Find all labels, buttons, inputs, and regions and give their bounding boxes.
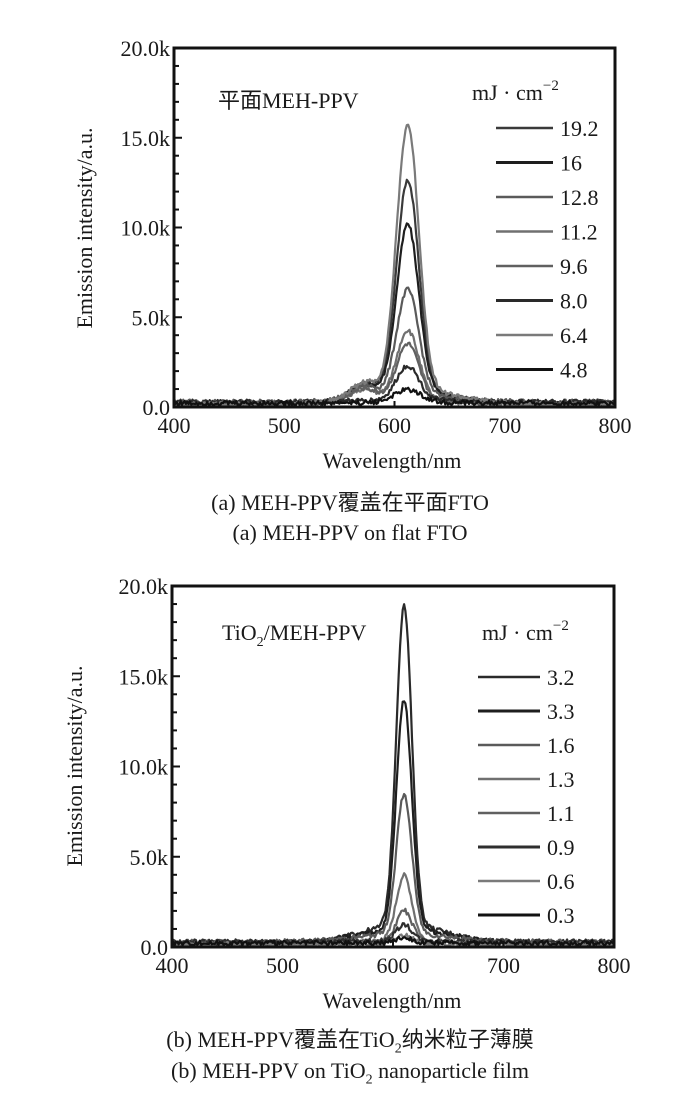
series-line-4-8 <box>174 386 615 407</box>
x-tick-label: 800 <box>598 953 631 978</box>
caption-en-b-sub: 2 <box>365 1072 373 1088</box>
x-tick-label: 600 <box>378 413 411 438</box>
y-axis-title-a: Emission intensity/a.u. <box>72 127 97 328</box>
y-tick-label: 20.0k <box>121 36 171 61</box>
y-tick-label: 5.0k <box>132 305 171 330</box>
legend-label: 11.2 <box>560 220 598 245</box>
series-line-0-3 <box>172 935 614 947</box>
x-axis-title-a: Wavelength/nm <box>323 448 462 473</box>
caption-en-b: (b) MEH-PPV on TiO2 nanoparticle film <box>0 1058 700 1088</box>
series-layer-a <box>174 123 615 407</box>
chart-a: 0.0 5.0k 10.0k 15.0k 20.0k 400 500 600 700 800 平面… <box>72 36 632 473</box>
legend-label: 9.6 <box>560 254 588 279</box>
legend-label: 3.3 <box>547 699 575 724</box>
ticks-b: 0.0 5.0k 10.0k 15.0k 20.0k 400 500 600 700 800 <box>119 574 631 978</box>
y-tick-label: 10.0k <box>119 755 169 780</box>
y-tick-label: 0.0 <box>143 395 171 420</box>
chart-b: 0.0 5.0k 10.0k 15.0k 20.0k 400 500 600 700 800 Ti… <box>62 574 631 1013</box>
caption-en-a: (a) MEH-PPV on flat FTO <box>232 520 468 545</box>
caption-en-b-pre: (b) MEH-PPV on TiO <box>171 1058 366 1083</box>
x-tick-label: 400 <box>158 413 191 438</box>
legend-b: 3.2 3.3 1.6 1.3 1.1 0.9 0.6 0.3 <box>478 665 575 928</box>
legend-a: 19.2 16 12.8 11.2 9.6 8.0 6.4 4.8 <box>496 116 599 383</box>
legend-label: 6.4 <box>560 323 588 348</box>
ticks-a: 0.0 5.0k 10.0k 15.0k 20.0k 400 500 600 700 800 <box>121 36 632 438</box>
legend-label: 4.8 <box>560 358 588 383</box>
legend-label: 1.1 <box>547 801 575 826</box>
legend-label: 1.3 <box>547 767 575 792</box>
x-tick-label: 600 <box>377 953 410 978</box>
panel-annotation-b: TiO2/MEH-PPV <box>222 620 366 650</box>
caption-cn-a: (a) MEH-PPV覆盖在平面FTO <box>211 490 489 515</box>
y-tick-label: 0.0 <box>141 935 169 960</box>
y-tick-label: 10.0k <box>121 216 171 241</box>
series-line-9-6 <box>174 341 615 407</box>
x-axis-title-b: Wavelength/nm <box>323 988 462 1013</box>
x-tick-label: 700 <box>488 413 521 438</box>
legend-label: 8.0 <box>560 289 588 314</box>
legend-label: 16 <box>560 151 582 176</box>
legend-label: 0.6 <box>547 869 575 894</box>
legend-label: 0.9 <box>547 835 575 860</box>
legend-title-a: mJ · cm−2 <box>472 78 559 105</box>
x-tick-label: 800 <box>599 413 632 438</box>
y-tick-label: 5.0k <box>130 845 169 870</box>
caption-en-b-post: nanoparticle film <box>372 1058 529 1083</box>
y-tick-label: 15.0k <box>119 664 169 689</box>
x-tick-label: 700 <box>487 953 520 978</box>
x-tick-label: 400 <box>156 953 189 978</box>
legend-label: 3.2 <box>547 665 575 690</box>
legend-label: 0.3 <box>547 903 575 928</box>
legend-label: 19.2 <box>560 116 599 141</box>
y-axis-title-b: Emission intensity/a.u. <box>62 665 87 866</box>
y-tick-label: 20.0k <box>119 574 169 599</box>
figure-a: 0.0 5.0k 10.0k 15.0k 20.0k 400 500 600 700 800 平面… <box>0 0 700 545</box>
x-tick-label: 500 <box>266 953 299 978</box>
caption-cn-b-sub: 2 <box>394 1041 402 1057</box>
figure-b: 0.0 5.0k 10.0k 15.0k 20.0k 400 500 600 700 800 Ti… <box>0 540 700 1120</box>
legend-label: 12.8 <box>560 185 599 210</box>
y-tick-label: 15.0k <box>121 126 171 151</box>
caption-cn-b: (b) MEH-PPV覆盖在TiO2纳米粒子薄膜 <box>0 1022 700 1057</box>
caption-cn-b-post: 纳米粒子薄膜 <box>401 1027 534 1052</box>
panel-annotation-a: 平面MEH-PPV <box>218 88 359 113</box>
legend-title-b: mJ · cm−2 <box>482 618 569 645</box>
x-tick-label: 500 <box>268 413 301 438</box>
legend-label: 1.6 <box>547 733 575 758</box>
caption-cn-b-pre: (b) MEH-PPV覆盖在TiO <box>166 1027 395 1052</box>
